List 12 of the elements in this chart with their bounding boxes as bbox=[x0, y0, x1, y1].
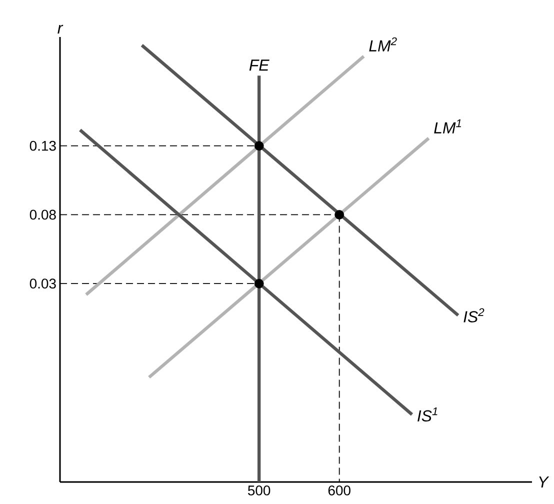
series-label: FE bbox=[249, 60, 270, 71]
y-tick-label: 0.03 bbox=[30, 278, 56, 289]
x-tick-label: 600 bbox=[328, 486, 350, 496]
series-label: LM$^{2}$ bbox=[369, 37, 397, 52]
x-tick-label: 500 bbox=[248, 486, 270, 496]
x-axis-title: Y bbox=[539, 476, 550, 488]
series-label: IS$^{2}$ bbox=[464, 308, 484, 322]
series-label: LM$^{1}$ bbox=[434, 119, 462, 134]
series-label: IS$^{1}$ bbox=[418, 407, 438, 422]
y-axis-title: r bbox=[58, 24, 64, 34]
y-tick-label: 0.08 bbox=[30, 210, 56, 220]
y-tick-label: 0.13 bbox=[30, 140, 56, 151]
